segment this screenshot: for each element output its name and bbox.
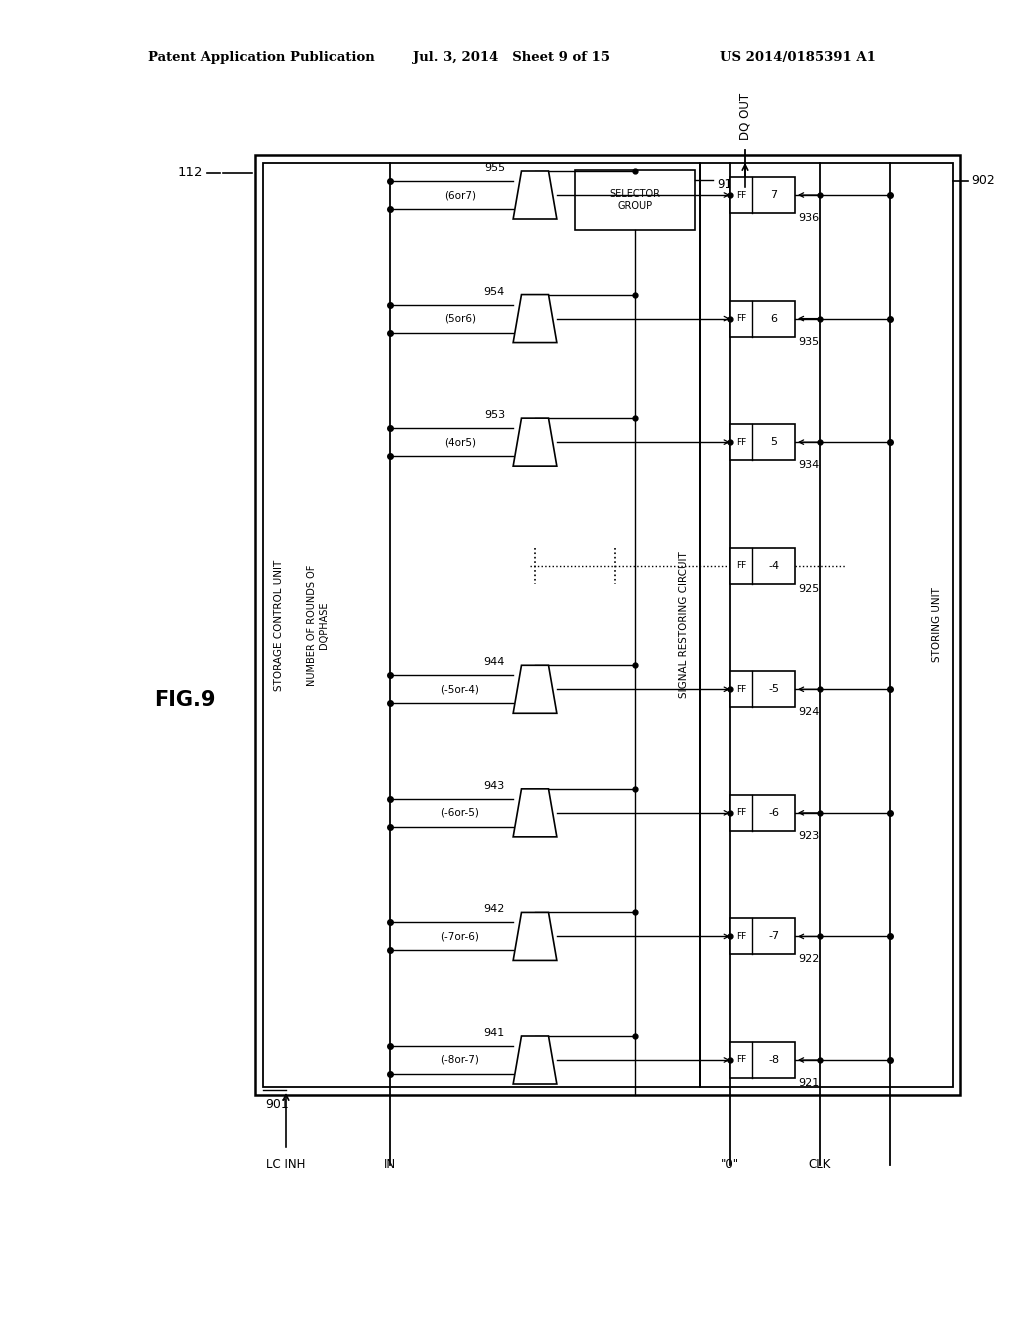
Text: (5or6): (5or6) [444, 314, 476, 323]
Text: 954: 954 [483, 286, 505, 297]
Text: Patent Application Publication: Patent Application Publication [148, 51, 375, 65]
Text: 941: 941 [483, 1028, 505, 1038]
Bar [730, 548, 795, 583]
Polygon shape [513, 294, 557, 343]
Bar [730, 919, 795, 954]
Text: 901: 901 [265, 1098, 289, 1111]
Text: SIGNAL RESTORING CIRCUIT: SIGNAL RESTORING CIRCUIT [679, 552, 689, 698]
Polygon shape [513, 172, 557, 219]
Text: (4or5): (4or5) [444, 437, 476, 447]
Text: FF: FF [736, 808, 746, 817]
Text: 936: 936 [798, 213, 819, 223]
Text: 921: 921 [798, 1078, 819, 1088]
Text: 943: 943 [483, 781, 505, 791]
Polygon shape [513, 418, 557, 466]
Polygon shape [513, 912, 557, 961]
Bar [575, 170, 695, 230]
Text: FF: FF [736, 685, 746, 694]
Text: STORAGE CONTROL UNIT: STORAGE CONTROL UNIT [274, 560, 284, 690]
Text: FF: FF [736, 1056, 746, 1064]
Text: FF: FF [736, 438, 746, 446]
Text: FF: FF [736, 314, 746, 323]
Polygon shape [513, 665, 557, 713]
Text: -6: -6 [768, 808, 779, 818]
Text: -5: -5 [768, 684, 779, 694]
Text: FIG.9: FIG.9 [155, 690, 216, 710]
Bar [730, 1041, 795, 1078]
Text: LC INH: LC INH [266, 1159, 306, 1172]
Text: "0": "0" [721, 1159, 739, 1172]
Bar [255, 154, 961, 1096]
Text: -7: -7 [768, 932, 779, 941]
Text: (-7or-6): (-7or-6) [440, 932, 479, 941]
Text: 935: 935 [798, 337, 819, 347]
Text: 923: 923 [798, 830, 819, 841]
Text: STORING UNIT: STORING UNIT [932, 587, 942, 663]
Text: -8: -8 [768, 1055, 779, 1065]
Text: 944: 944 [483, 657, 505, 668]
Text: DQ OUT: DQ OUT [738, 92, 752, 140]
Bar [730, 672, 795, 708]
Text: 911: 911 [717, 178, 739, 191]
Text: FF: FF [736, 561, 746, 570]
Bar [730, 424, 795, 461]
Bar [730, 301, 795, 337]
Bar [730, 795, 795, 830]
Text: 6: 6 [770, 314, 777, 323]
Text: IN: IN [384, 1159, 396, 1172]
Text: FF: FF [736, 190, 746, 199]
Text: 924: 924 [798, 708, 819, 717]
Text: CLK: CLK [809, 1159, 831, 1172]
Text: SELECTOR
GROUP: SELECTOR GROUP [609, 189, 660, 211]
Bar [730, 177, 795, 213]
Text: 922: 922 [798, 954, 819, 965]
Text: FF: FF [736, 932, 746, 941]
Text: 925: 925 [798, 583, 819, 594]
Bar [263, 162, 700, 1086]
Text: -4: -4 [768, 561, 779, 570]
Text: 953: 953 [484, 411, 505, 420]
Text: 955: 955 [484, 162, 505, 173]
Polygon shape [513, 1036, 557, 1084]
Text: 5: 5 [770, 437, 777, 447]
Text: Jul. 3, 2014   Sheet 9 of 15: Jul. 3, 2014 Sheet 9 of 15 [414, 51, 610, 65]
Text: NUMBER OF ROUNDS OF
DQPHASE: NUMBER OF ROUNDS OF DQPHASE [307, 565, 329, 685]
Polygon shape [513, 789, 557, 837]
Text: 934: 934 [798, 461, 819, 470]
Text: (-8or-7): (-8or-7) [440, 1055, 479, 1065]
Text: (-6or-5): (-6or-5) [440, 808, 479, 818]
Text: 942: 942 [483, 904, 505, 915]
Bar [700, 162, 953, 1086]
Text: (6or7): (6or7) [444, 190, 476, 201]
Text: (-5or-4): (-5or-4) [440, 684, 479, 694]
Text: US 2014/0185391 A1: US 2014/0185391 A1 [720, 51, 876, 65]
Text: 7: 7 [770, 190, 777, 201]
Text: 112: 112 [177, 166, 203, 180]
Text: 902: 902 [971, 174, 994, 187]
